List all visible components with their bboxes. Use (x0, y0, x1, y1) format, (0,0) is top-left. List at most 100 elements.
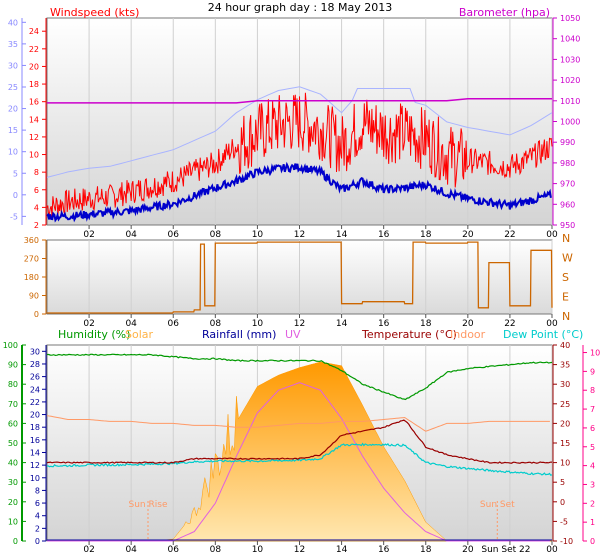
x-tick-label: 10 (252, 545, 264, 555)
indoor-temp-line (46, 415, 550, 432)
y-tick-label: 180 (24, 273, 39, 282)
y-tick-label: 950 (560, 221, 575, 230)
legend-item: Solar (125, 328, 154, 341)
legend-item: Indoor (450, 328, 486, 341)
x-tick-label: 02 (83, 319, 94, 329)
x-tick-label: 12 (294, 319, 305, 329)
y-tick-label: 8 (34, 168, 39, 177)
sunrise-label: Sun Rise (129, 500, 168, 510)
y-tick-label: 30 (560, 380, 570, 389)
compass-label: E (562, 291, 569, 304)
y-tick-label: 35 (560, 361, 570, 370)
compass-label: W (562, 252, 573, 265)
y-tick-label: 2 (590, 499, 595, 508)
y-tick-label: 2 (35, 524, 40, 533)
y-tick-label: 3 (590, 480, 595, 489)
y-tick-label: 4 (590, 462, 595, 471)
y-tick-label: 30 (8, 478, 18, 487)
y-tick-label: 5 (590, 443, 595, 452)
x-tick-label: 16 (378, 545, 390, 555)
legend-item: Temperature (°C) (361, 328, 457, 341)
x-tick-label: 10 (252, 319, 264, 329)
y-tick-label: -5 (560, 517, 568, 526)
y-tick-label: 50 (8, 439, 18, 448)
x-tick-label: 10 (252, 230, 264, 240)
y-tick-label: 40 (8, 459, 18, 468)
y-tick-label: 6 (34, 186, 39, 195)
x-tick-label: 06 (168, 545, 180, 555)
y-tick-label: 15 (8, 126, 18, 135)
y-tick-label: 270 (24, 255, 39, 264)
x-tick-label: 04 (125, 319, 137, 329)
x-tick-label: 18 (420, 319, 432, 329)
y-tick-label: 14 (29, 115, 39, 124)
x-tick-label: 22 (504, 230, 515, 240)
legend-item: UV (285, 328, 301, 341)
y-tick-label: 1030 (560, 55, 580, 64)
y-tick-label: 4 (35, 512, 40, 521)
y-tick-label: 4 (34, 203, 39, 212)
y-tick-label: 40 (8, 18, 18, 27)
y-tick-label: 6 (35, 499, 40, 508)
y-tick-label: 14 (30, 448, 40, 457)
x-tick-label: 20 (462, 319, 474, 329)
y-tick-label: 970 (560, 180, 575, 189)
humidity-line (47, 353, 553, 401)
x-tick-label: 08 (210, 545, 222, 555)
y-tick-label: 980 (560, 159, 575, 168)
wind-gust-line (46, 92, 553, 217)
y-tick-label: 90 (8, 361, 18, 370)
y-tick-label: 6 (590, 424, 595, 433)
y-tick-label: 5 (13, 169, 18, 178)
y-tick-label: 24 (30, 385, 40, 394)
y-tick-label: -10 (560, 537, 573, 546)
x-tick-label: 18 (420, 230, 432, 240)
y-tick-label: 18 (30, 423, 40, 432)
x-tick-label: 08 (210, 230, 222, 240)
y-tick-label: 1000 (560, 118, 580, 127)
y-tick-label: 100 (3, 341, 18, 350)
x-tick-label: 00 (546, 319, 558, 329)
y-tick-label: 360 (24, 236, 39, 245)
y-tick-label: 22 (30, 398, 40, 407)
y-tick-label: 20 (560, 419, 570, 428)
y-tick-label: 12 (30, 461, 40, 470)
y-tick-label: 12 (29, 133, 39, 142)
y-tick-label: 0 (13, 537, 18, 546)
y-tick-label: 1040 (560, 35, 580, 44)
compass-label: N (562, 310, 570, 323)
y-tick-label: 28 (30, 360, 40, 369)
x-tick-label: 16 (378, 230, 390, 240)
temperature-line (46, 419, 553, 464)
y-tick-label: 30 (8, 61, 18, 70)
y-tick-label: 25 (8, 83, 18, 92)
y-tick-label: 10 (8, 517, 18, 526)
y-tick-label: 8 (590, 386, 595, 395)
x-tick-label: 00 (546, 230, 558, 240)
y-tick-label: 40 (560, 341, 570, 350)
y-tick-label: 30 (30, 347, 40, 356)
x-tick-label: Sun Set 22 (481, 545, 530, 555)
x-tick-label: 08 (210, 319, 222, 329)
wind-max-line (46, 86, 553, 178)
y-tick-label: 10 (30, 474, 40, 483)
y-tick-label: 18 (29, 80, 39, 89)
x-tick-label: 12 (294, 545, 305, 555)
y-tick-label: 0 (35, 537, 40, 546)
x-tick-label: 14 (336, 230, 348, 240)
y-tick-label: 990 (560, 138, 575, 147)
y-tick-label: 24 (29, 27, 39, 36)
x-tick-label: 14 (336, 319, 348, 329)
x-tick-label: 20 (462, 545, 474, 555)
y-tick-label: 20 (29, 62, 39, 71)
dew-point-line (46, 442, 553, 476)
y-tick-label: 16 (30, 436, 40, 445)
x-tick-label: 14 (336, 545, 348, 555)
x-tick-label: 22 (504, 319, 515, 329)
x-tick-label: 12 (294, 230, 305, 240)
legend-item: Dew Point (°C) (503, 328, 583, 341)
y-tick-label: 9 (590, 367, 595, 376)
sunset-label: Sun Set (480, 500, 515, 510)
x-tick-label: 04 (125, 545, 137, 555)
